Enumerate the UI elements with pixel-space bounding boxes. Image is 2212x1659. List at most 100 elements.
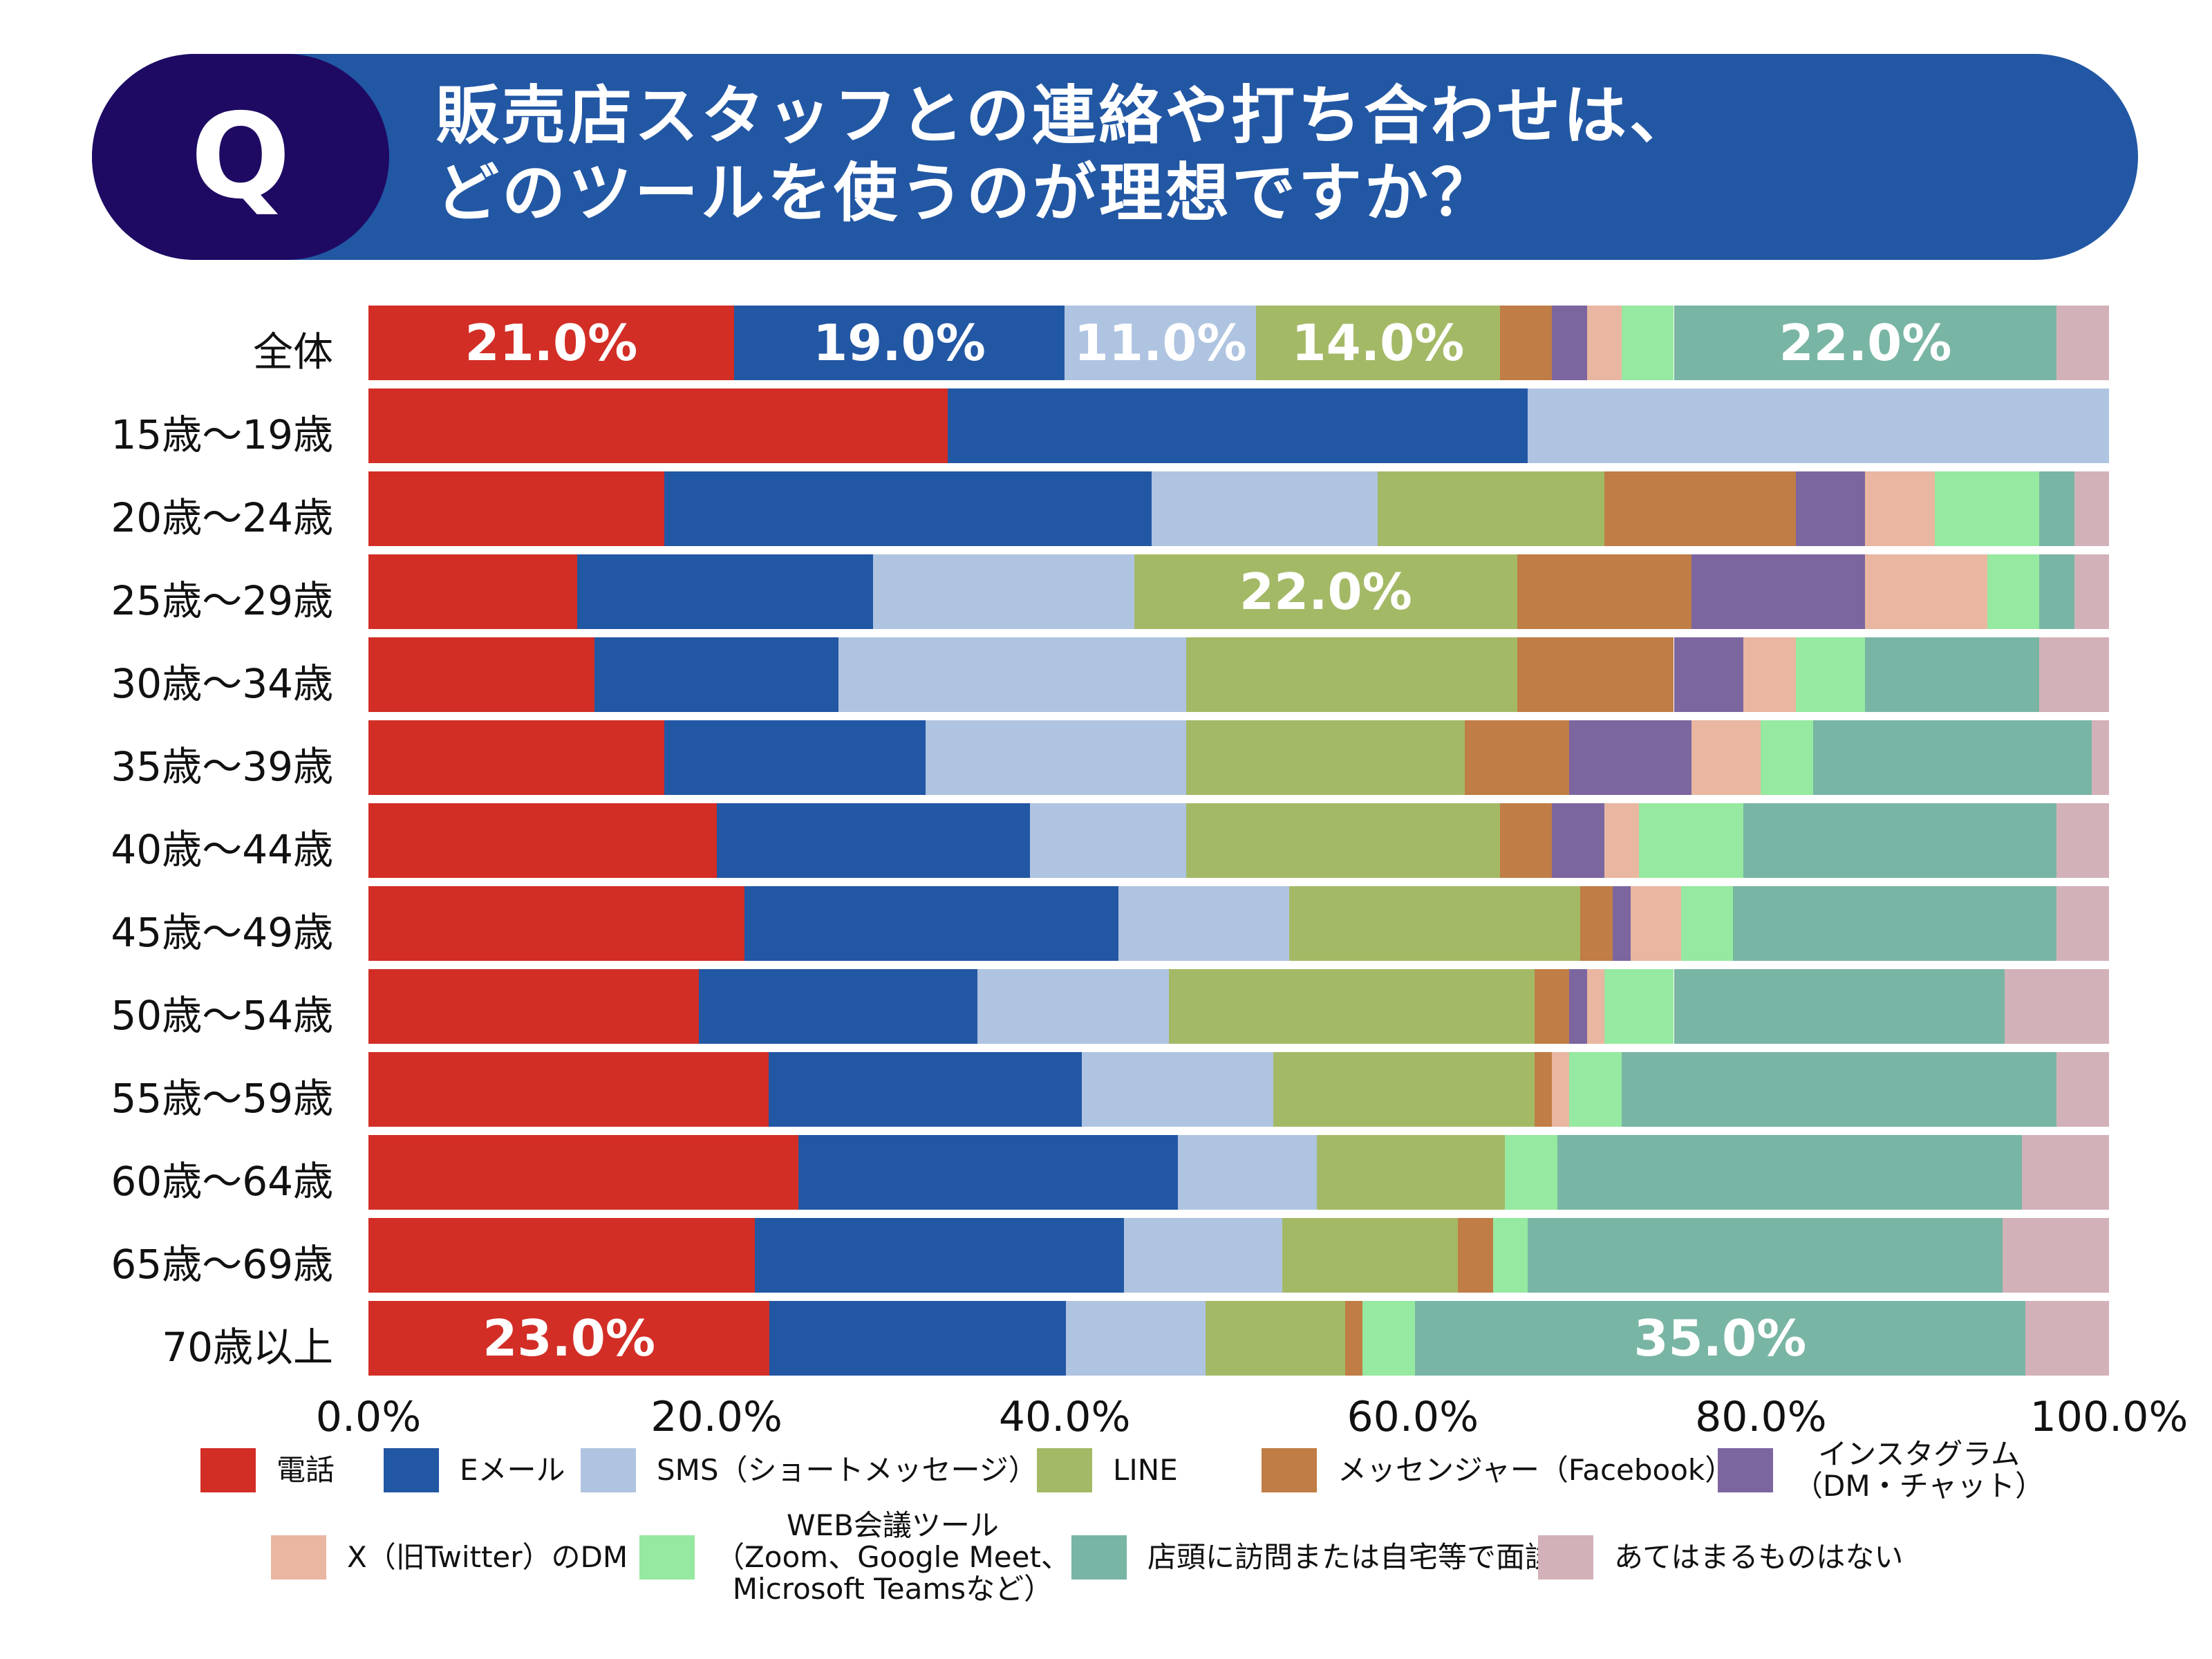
bar-segment (1082, 1052, 1274, 1127)
bar-segment (1465, 720, 1570, 795)
bar-segment (2056, 1052, 2109, 1127)
bar-segment (1569, 969, 1587, 1044)
q-badge: Q (92, 54, 389, 260)
bar-segment (1674, 306, 2057, 380)
bar-segment (2091, 720, 2109, 795)
legend-label: LINE (1113, 1453, 1178, 1487)
bar-segment (1492, 1218, 1528, 1293)
bar-segment (1552, 803, 1604, 878)
row-label: 全体 (252, 328, 333, 375)
bar-segment (368, 1052, 769, 1127)
legend-label: 電話 (276, 1453, 335, 1487)
bar-segment (1552, 1052, 1570, 1127)
bar-segment (1865, 471, 1936, 546)
bar-segment (1458, 1218, 1493, 1293)
bar-segment (1134, 554, 1517, 629)
bar-segment (1186, 637, 1517, 712)
legend-swatch (1037, 1448, 1092, 1492)
bar-segment (1733, 886, 2057, 961)
row-label: 55歳〜59歳 (111, 1075, 333, 1122)
bar-segment (699, 969, 978, 1044)
bar-segment (1604, 969, 1674, 1044)
bar-segment (1535, 969, 1570, 1044)
bar-segment (1743, 637, 1796, 712)
legend-label: あてはまるものはない (1614, 1540, 1904, 1574)
row-label: 35歳〜39歳 (111, 743, 333, 790)
legend-item: あてはまるものはない (1538, 1506, 1903, 1609)
bar-segment (1123, 1218, 1282, 1293)
bar-segment (838, 637, 1187, 712)
bar-segment (1499, 803, 1553, 878)
bar-segment (1505, 1135, 1557, 1210)
bar-segment (1865, 637, 2040, 712)
bar-segment (769, 1301, 1067, 1376)
bar-segment (716, 803, 1030, 878)
bar-segment (368, 720, 665, 795)
bar-segment (2039, 637, 2109, 712)
bar-segment (368, 1218, 755, 1293)
bar-segment (1586, 306, 1622, 380)
bar-segment (1177, 1135, 1318, 1210)
bar-segment (1621, 306, 1674, 380)
row-label: 65歳〜69歳 (111, 1241, 333, 1288)
legend-label: Eメール (460, 1453, 565, 1487)
bar-segment (368, 1301, 770, 1376)
bar-segment (1743, 803, 2057, 878)
bar-segment (1630, 886, 1681, 961)
row-label: 20歳〜24歳 (111, 494, 333, 541)
bar-segment (368, 388, 948, 463)
bar-segment (1273, 1052, 1535, 1127)
legend-swatch (581, 1448, 636, 1492)
bar-segment (1186, 720, 1465, 795)
bar-segment (1569, 720, 1691, 795)
bar-segment (1378, 471, 1604, 546)
bar-segment (2074, 471, 2109, 546)
bar-segment (754, 1218, 1124, 1293)
bar-segment (2025, 1301, 2109, 1376)
bar-segment (1317, 1135, 1506, 1210)
row-label: 70歳以上 (162, 1324, 333, 1371)
bar-segment (2056, 803, 2109, 878)
bar-segment (1987, 554, 2040, 629)
bar-segment (368, 803, 717, 878)
bar-segment (1362, 1301, 1415, 1376)
bar-segment (1206, 1301, 1345, 1376)
x-tick-label: 100.0% (2030, 1393, 2188, 1441)
bar-segment (2022, 1135, 2109, 1210)
bar-segment (1499, 306, 1553, 380)
data-label: 22.0% (1239, 563, 1412, 621)
bar-segment (1535, 1052, 1553, 1127)
bar-segment (2074, 554, 2109, 629)
legend-swatch (1071, 1535, 1127, 1580)
bar-segment (1865, 554, 1987, 629)
bar-segment (1186, 803, 1500, 878)
bar-segment (948, 388, 1528, 463)
bar-segment (1152, 471, 1378, 546)
bar-segment (798, 1135, 1178, 1210)
bar-segment (664, 471, 1152, 546)
data-label: 35.0% (1633, 1309, 1807, 1367)
data-label: 21.0% (465, 314, 638, 372)
legend-item: LINE (1037, 1418, 1178, 1522)
legend-item: メッセンジャー（Facebook） (1262, 1418, 1734, 1522)
data-label: 23.0% (482, 1309, 656, 1367)
legend-swatch (1538, 1535, 1593, 1580)
bar-segment (2056, 886, 2109, 961)
x-tick-label: 80.0% (1695, 1393, 1827, 1441)
bar-segment (368, 886, 744, 961)
bar-segment (664, 720, 926, 795)
bar-segment (1118, 886, 1289, 961)
question-banner (92, 54, 2138, 260)
bar-segment (1169, 969, 1535, 1044)
bar-segment (1935, 471, 2040, 546)
x-tick-label: 60.0% (1347, 1393, 1479, 1441)
x-tick-label: 0.0% (315, 1393, 422, 1441)
legend-swatch (271, 1535, 326, 1580)
bar-segment (2039, 554, 2074, 629)
bar-segment (368, 637, 595, 712)
bar-segment (1282, 1218, 1459, 1293)
legend-label: インスタグラム （DM・チャット） (1794, 1437, 2045, 1503)
legend-swatch (639, 1535, 695, 1580)
legend-swatch (200, 1448, 256, 1492)
